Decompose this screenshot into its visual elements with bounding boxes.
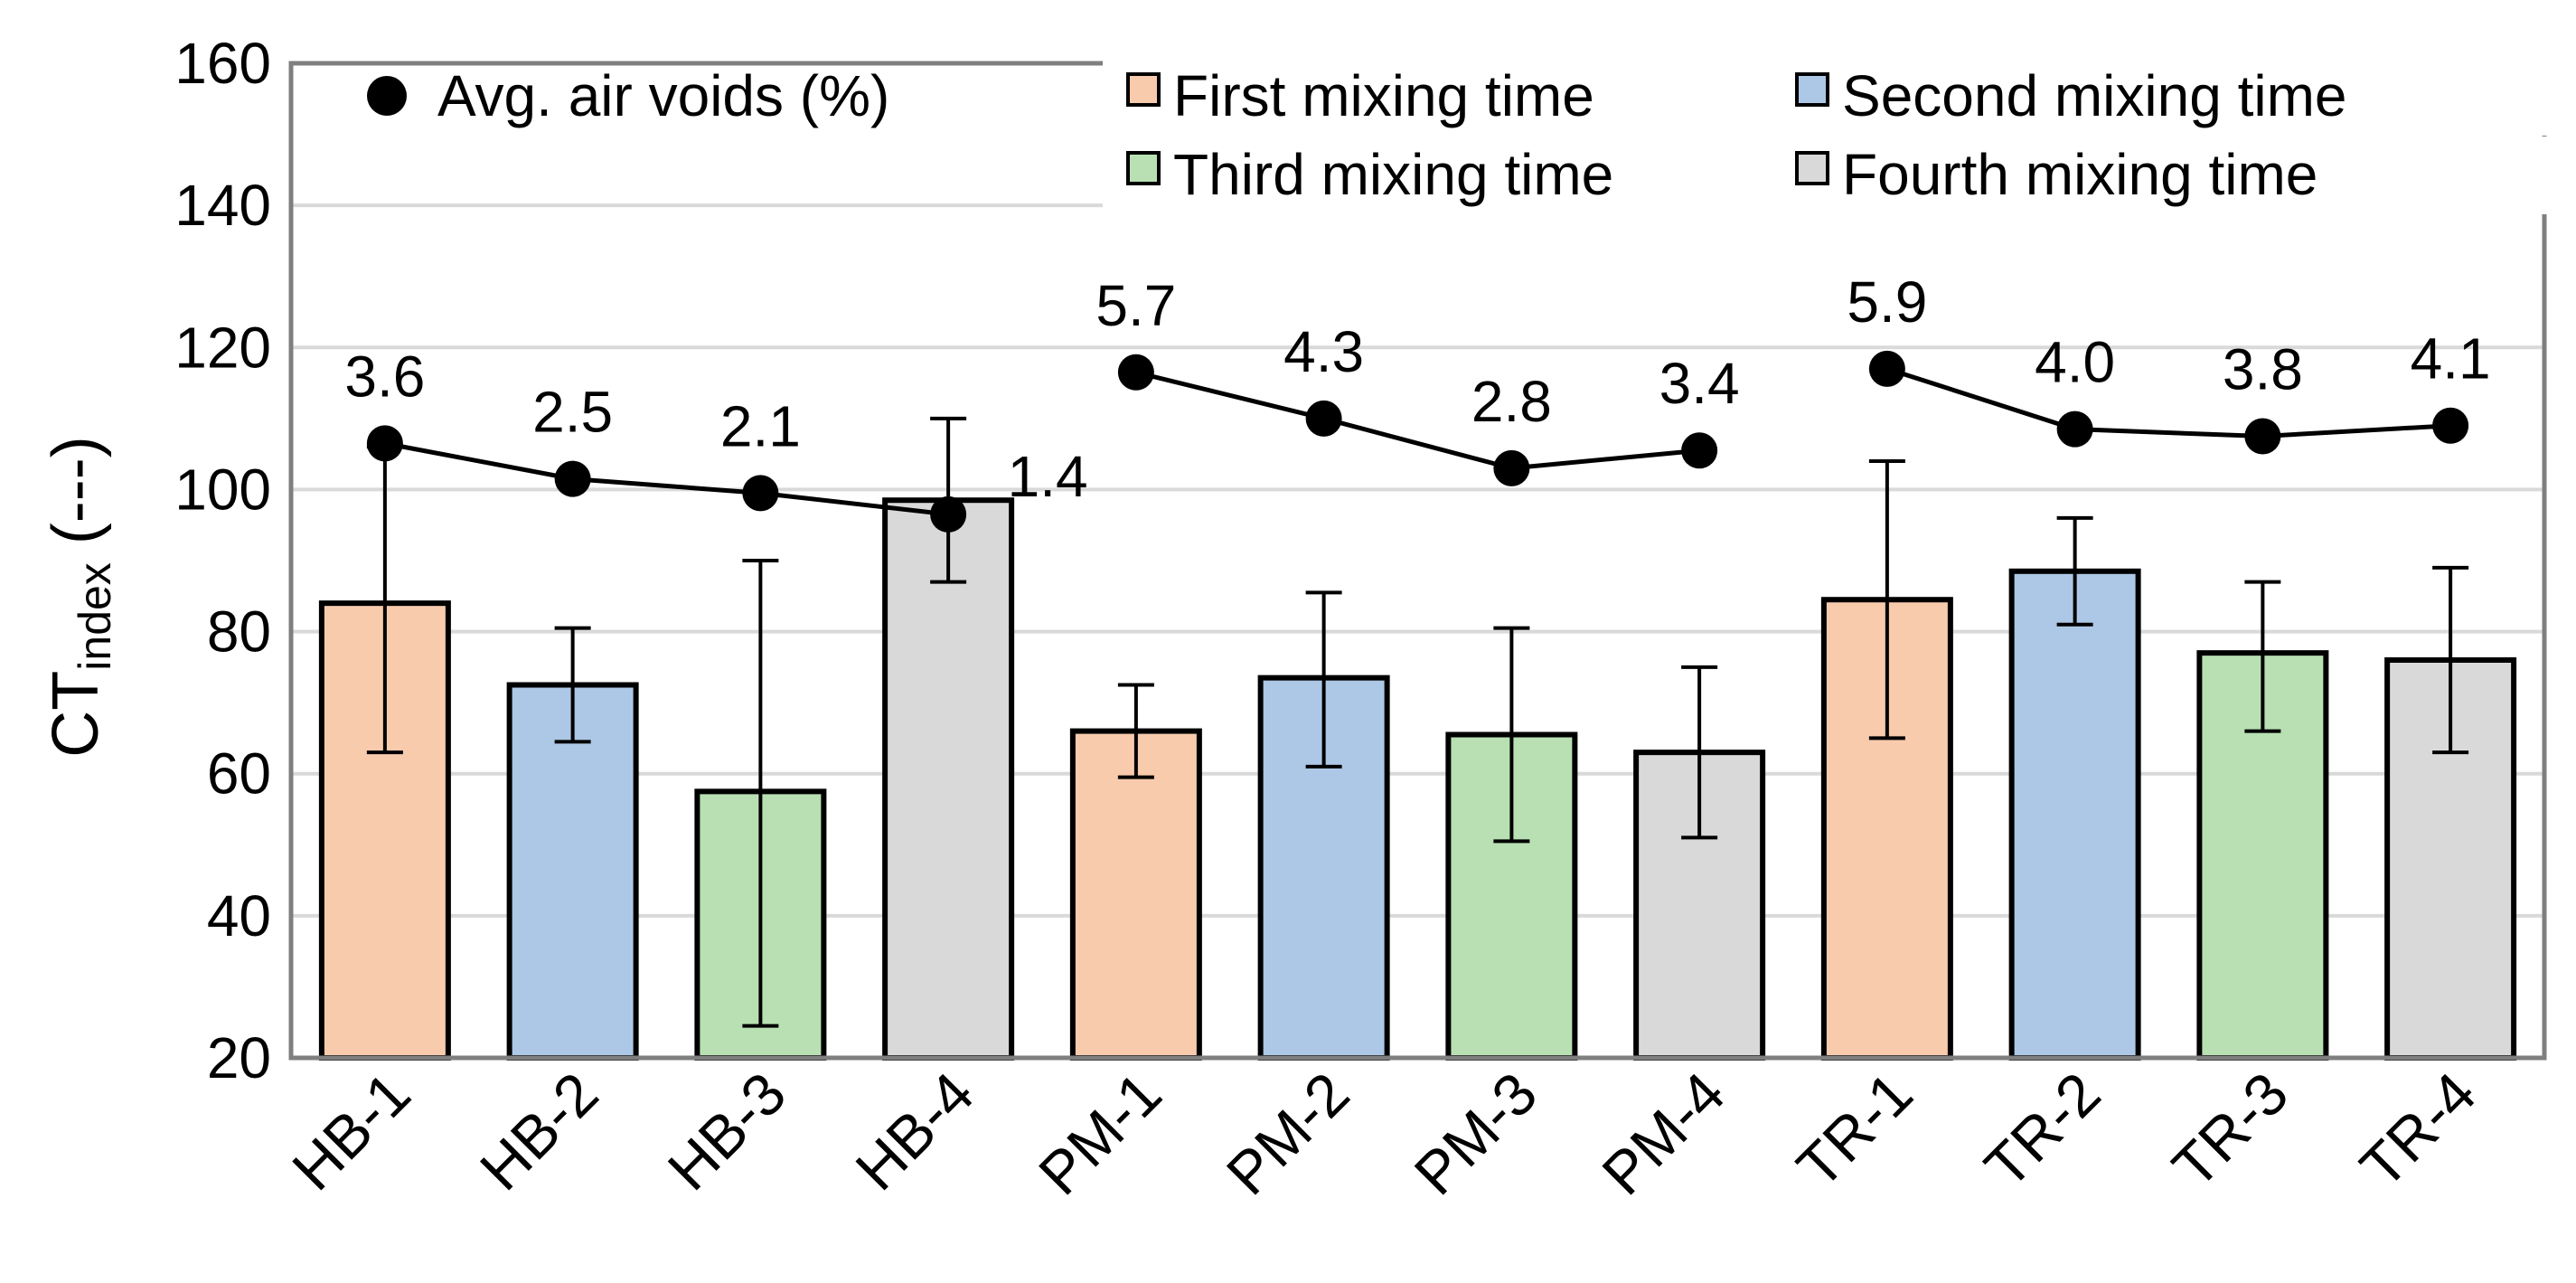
legend-bg — [1772, 137, 2549, 214]
legend-bg — [1103, 137, 1880, 214]
x-tick-label: HB-3 — [655, 1060, 799, 1203]
air-voids-line: 3.6 2.5 2.1 1.4 5.7 4.3 2.8 3.4 5.9 4.0 3.8 4.1 — [344, 269, 2491, 533]
error-bars — [366, 416, 2469, 1028]
air-voids-point — [366, 425, 403, 462]
bar-pm-1 — [1069, 728, 1202, 1061]
y-tick-label: 140 — [174, 173, 271, 238]
bar-hb-4 — [882, 497, 1015, 1061]
legend-label: Second mixing time — [1842, 63, 2346, 128]
air-voids-segment — [1886, 366, 2451, 439]
air-voids-label: 4.1 — [2411, 326, 2491, 392]
y-tick-label: 160 — [174, 31, 271, 96]
legend-label: First mixing time — [1173, 63, 1594, 128]
legend-swatch — [1126, 72, 1161, 107]
bar-tr-2 — [2008, 568, 2141, 1061]
legend-label: Fourth mixing time — [1842, 142, 2317, 207]
x-tick-label: PM-4 — [1589, 1060, 1737, 1208]
legend-entry: First mixing time — [1103, 58, 1880, 136]
y-tick-label: 20 — [207, 1025, 271, 1090]
legend: Avg. air voids (%) First mixing time Secon… — [367, 58, 2549, 214]
x-tick-label: TR-4 — [2347, 1060, 2488, 1201]
legend-marker — [367, 76, 407, 116]
legend-entry: Avg. air voids (%) — [367, 63, 889, 128]
error-bar-tr-2 — [2056, 515, 2093, 627]
air-voids-point — [930, 495, 967, 533]
error-bar-pm-4 — [1681, 665, 1718, 840]
error-bar-hb-2 — [554, 626, 591, 744]
legend-bg — [1772, 58, 2549, 136]
y-axis-label-sub: index — [70, 562, 120, 671]
error-bar-pm-2 — [1305, 590, 1342, 769]
error-bar-tr-4 — [2432, 565, 2469, 755]
air-voids-point — [554, 460, 591, 497]
air-voids-point — [1117, 354, 1154, 391]
air-voids-label: 3.6 — [344, 344, 425, 409]
air-voids-label: 2.1 — [720, 393, 801, 458]
legend-label: Third mixing time — [1173, 142, 1613, 207]
y-tick-label: 60 — [207, 741, 271, 807]
error-bar-pm-3 — [1493, 626, 1530, 844]
air-voids-point — [2244, 418, 2281, 455]
air-voids-label: 5.7 — [1095, 273, 1176, 338]
air-voids-segment — [384, 440, 949, 517]
air-voids-label: 3.8 — [2223, 337, 2303, 402]
bars — [318, 497, 2517, 1061]
air-voids-point — [1681, 432, 1718, 469]
x-tick-label: PM-1 — [1026, 1060, 1174, 1208]
legend-entry: Fourth mixing time — [1772, 137, 2549, 214]
air-voids-label: 1.4 — [1008, 444, 1088, 509]
bar-hb-2 — [506, 682, 639, 1061]
air-voids-label: 5.9 — [1847, 269, 1927, 335]
air-voids-label: 2.8 — [1471, 369, 1552, 434]
y-tick-label: 100 — [174, 457, 271, 522]
legend-swatch — [1795, 72, 1829, 107]
x-tick-label: PM-3 — [1401, 1060, 1549, 1208]
error-bar-hb-3 — [742, 559, 779, 1028]
y-axis-label: CTindex (---) — [40, 436, 120, 757]
legend-label: Avg. air voids (%) — [437, 63, 889, 128]
air-voids-label: 4.0 — [2035, 330, 2115, 395]
air-voids-point — [2432, 407, 2469, 444]
legend-entry: Third mixing time — [1103, 137, 1880, 214]
x-tick-label: TR-3 — [2159, 1060, 2300, 1201]
y-axis-label-main: CT — [40, 671, 112, 758]
air-voids-label: 2.5 — [532, 380, 613, 445]
x-tick-label: HB-2 — [467, 1060, 611, 1203]
air-voids-point — [2056, 410, 2093, 448]
error-bar-tr-3 — [2244, 580, 2281, 733]
legend-swatch — [1795, 151, 1829, 185]
y-axis-label-suffix: (---) — [40, 436, 112, 562]
y-tick-label: 120 — [174, 315, 271, 380]
air-voids-label: 4.3 — [1283, 319, 1364, 384]
x-tick-label: TR-1 — [1784, 1060, 1925, 1201]
air-voids-point — [1493, 449, 1530, 486]
legend-swatch — [1126, 151, 1161, 185]
air-voids-point — [1868, 350, 1905, 387]
y-tick-label: 80 — [207, 599, 271, 665]
legend-bg — [1103, 58, 1880, 136]
x-tick-label: TR-2 — [1971, 1060, 2112, 1201]
x-tick-label: HB-1 — [279, 1060, 423, 1203]
y-tick-label: 40 — [207, 883, 271, 948]
legend-entry: Second mixing time — [1772, 58, 2549, 136]
error-bar-pm-1 — [1117, 683, 1154, 779]
air-voids-segment — [1135, 370, 1700, 471]
air-voids-point — [1305, 400, 1342, 437]
x-tick-label: HB-4 — [842, 1060, 986, 1203]
air-voids-point — [742, 475, 779, 512]
air-voids-label: 3.4 — [1659, 351, 1740, 416]
error-bar-tr-1 — [1868, 459, 1905, 741]
x-tick-label: PM-2 — [1214, 1060, 1362, 1208]
